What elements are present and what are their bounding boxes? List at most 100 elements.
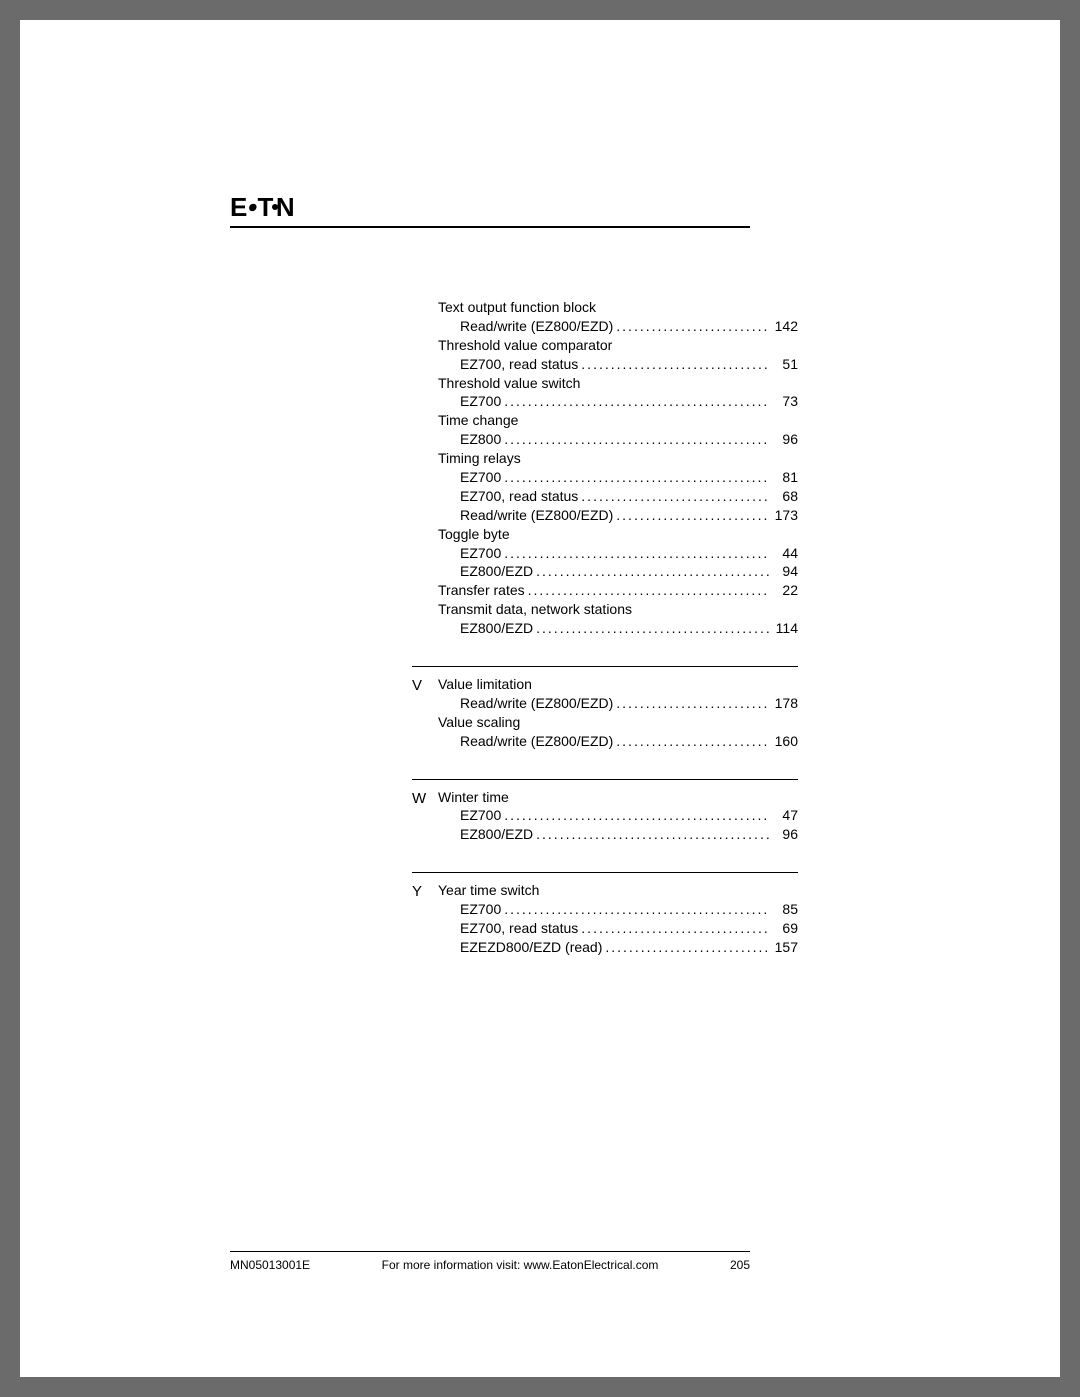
entry-label: EZ800/EZD bbox=[460, 825, 533, 844]
index-subentry: EZ800/EZD 94 bbox=[438, 562, 798, 581]
section-rule bbox=[412, 872, 798, 873]
entry-label: EZ700, read status bbox=[460, 355, 578, 374]
leader-dots bbox=[578, 355, 770, 374]
leader-dots bbox=[578, 487, 770, 506]
leader-dots bbox=[501, 468, 770, 487]
footer-info: For more information visit: www.EatonEle… bbox=[382, 1258, 659, 1272]
entry-label: Read/write (EZ800/EZD) bbox=[460, 317, 613, 336]
entry-label: EZ800 bbox=[460, 430, 501, 449]
index-entry: Transfer rates 22 bbox=[438, 581, 798, 600]
leader-dots bbox=[501, 900, 770, 919]
entry-label: EZ700 bbox=[460, 900, 501, 919]
entry-page: 114 bbox=[770, 619, 798, 638]
leader-dots bbox=[533, 825, 770, 844]
index-topic: Threshold value comparator bbox=[438, 336, 798, 355]
leader-dots bbox=[533, 562, 770, 581]
entry-label: EZ800/EZD bbox=[460, 562, 533, 581]
entry-page: 85 bbox=[770, 900, 798, 919]
leader-dots bbox=[525, 581, 770, 600]
section-letter: W bbox=[412, 789, 426, 809]
index-topic: Year time switch bbox=[438, 881, 798, 900]
leader-dots bbox=[533, 619, 770, 638]
index-section: YYear time switchEZ70085EZ700, read stat… bbox=[438, 872, 798, 957]
entry-label: Read/write (EZ800/EZD) bbox=[460, 694, 613, 713]
footer-page-number: 205 bbox=[730, 1258, 750, 1272]
index-topic: Threshold value switch bbox=[438, 374, 798, 393]
section-rule bbox=[412, 666, 798, 667]
entry-label: EZ800/EZD bbox=[460, 619, 533, 638]
entry-label: EZ700 bbox=[460, 392, 501, 411]
entry-page: 44 bbox=[770, 544, 798, 563]
section-letter: V bbox=[412, 676, 422, 696]
section-letter: Y bbox=[412, 882, 422, 902]
entry-label: EZ700, read status bbox=[460, 487, 578, 506]
index-topic: Time change bbox=[438, 411, 798, 430]
entry-label: EZ700 bbox=[460, 468, 501, 487]
leader-dots bbox=[613, 506, 770, 525]
index-subentry: Read/write (EZ800/EZD) 178 bbox=[438, 694, 798, 713]
document-page: E•TN Text output function blockRead/writ… bbox=[20, 20, 1060, 1377]
index-section: VValue limitationRead/write (EZ800/EZD)1… bbox=[438, 666, 798, 751]
entry-page: 51 bbox=[770, 355, 798, 374]
entry-label: EZ700 bbox=[460, 806, 501, 825]
entry-page: 47 bbox=[770, 806, 798, 825]
index-subentry: EZ700 85 bbox=[438, 900, 798, 919]
entry-label: EZ700, read status bbox=[460, 919, 578, 938]
index-content: Text output function blockRead/write (EZ… bbox=[438, 298, 798, 957]
index-section: Text output function blockRead/write (EZ… bbox=[438, 298, 798, 638]
entry-page: 96 bbox=[770, 430, 798, 449]
header-rule bbox=[230, 226, 750, 228]
section-rule bbox=[412, 779, 798, 780]
entry-page: 81 bbox=[770, 468, 798, 487]
index-subentry: EZEZD800/EZD (read) 157 bbox=[438, 938, 798, 957]
index-topic: Value scaling bbox=[438, 713, 798, 732]
index-topic: Toggle byte bbox=[438, 525, 798, 544]
footer-doc-id: MN05013001E bbox=[230, 1258, 310, 1272]
index-subentry: EZ700 47 bbox=[438, 806, 798, 825]
index-section: WWinter timeEZ70047EZ800/EZD96 bbox=[438, 779, 798, 845]
entry-page: 160 bbox=[770, 732, 798, 751]
page-footer: MN05013001E For more information visit: … bbox=[230, 1251, 750, 1272]
entry-page: 69 bbox=[770, 919, 798, 938]
leader-dots bbox=[613, 694, 770, 713]
index-subentry: EZ700, read status 51 bbox=[438, 355, 798, 374]
entry-page: 94 bbox=[770, 562, 798, 581]
index-subentry: EZ700 81 bbox=[438, 468, 798, 487]
leader-dots bbox=[578, 919, 770, 938]
entry-label: EZEZD800/EZD (read) bbox=[460, 938, 602, 957]
index-subentry: EZ800 96 bbox=[438, 430, 798, 449]
leader-dots bbox=[602, 938, 770, 957]
leader-dots bbox=[501, 392, 770, 411]
leader-dots bbox=[613, 732, 770, 751]
index-topic: Timing relays bbox=[438, 449, 798, 468]
header-logo-row: E•TN bbox=[230, 192, 750, 229]
entry-page: 22 bbox=[770, 581, 798, 600]
entry-page: 173 bbox=[770, 506, 798, 525]
entry-page: 157 bbox=[770, 938, 798, 957]
index-topic: Text output function block bbox=[438, 298, 798, 317]
leader-dots bbox=[613, 317, 770, 336]
entry-label: Transfer rates bbox=[438, 581, 525, 600]
index-topic: Transmit data, network stations bbox=[438, 600, 798, 619]
footer-rule bbox=[230, 1251, 750, 1252]
index-subentry: Read/write (EZ800/EZD) 173 bbox=[438, 506, 798, 525]
leader-dots bbox=[501, 430, 770, 449]
entry-page: 96 bbox=[770, 825, 798, 844]
index-subentry: EZ700, read status 69 bbox=[438, 919, 798, 938]
entry-page: 68 bbox=[770, 487, 798, 506]
eaton-logo: E•TN bbox=[230, 192, 295, 222]
entry-page: 178 bbox=[770, 694, 798, 713]
index-topic: Value limitation bbox=[438, 675, 798, 694]
entry-label: Read/write (EZ800/EZD) bbox=[460, 506, 613, 525]
index-subentry: Read/write (EZ800/EZD) 142 bbox=[438, 317, 798, 336]
entry-page: 142 bbox=[770, 317, 798, 336]
index-topic: Winter time bbox=[438, 788, 798, 807]
index-subentry: EZ700, read status 68 bbox=[438, 487, 798, 506]
entry-page: 73 bbox=[770, 392, 798, 411]
entry-label: EZ700 bbox=[460, 544, 501, 563]
index-subentry: EZ700 44 bbox=[438, 544, 798, 563]
leader-dots bbox=[501, 544, 770, 563]
leader-dots bbox=[501, 806, 770, 825]
index-subentry: EZ800/EZD 114 bbox=[438, 619, 798, 638]
index-subentry: EZ800/EZD 96 bbox=[438, 825, 798, 844]
